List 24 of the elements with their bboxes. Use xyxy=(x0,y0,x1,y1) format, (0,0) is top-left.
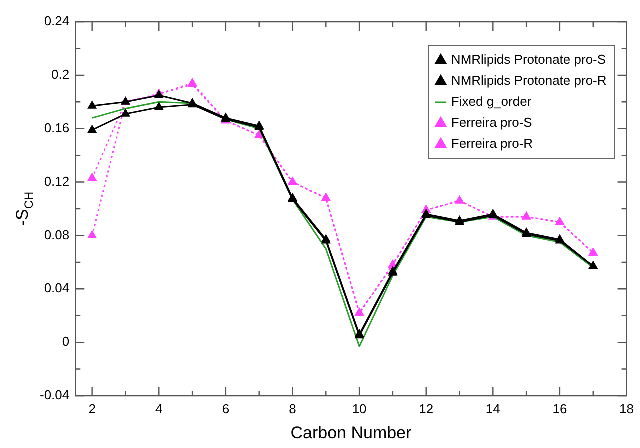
y-tick-label: 0.12 xyxy=(44,174,70,189)
x-tick-label: 4 xyxy=(156,401,163,416)
legend-label: Fixed g_order xyxy=(451,94,532,110)
y-tick-label: 0.08 xyxy=(44,227,70,242)
y-tick-label: 0.04 xyxy=(44,280,70,296)
x-tick-label: 12 xyxy=(419,401,434,416)
x-tick-label: 8 xyxy=(289,401,296,416)
x-tick-label: 2 xyxy=(88,401,96,416)
y-axis-title: -SCH xyxy=(13,192,36,226)
legend-label: Ferreira pro-R xyxy=(451,136,534,152)
x-tick-label: 18 xyxy=(620,401,634,416)
x-tick-label: 14 xyxy=(486,401,500,416)
y-tick-label: 0.2 xyxy=(52,67,70,82)
x-axis-title: Carbon Number xyxy=(290,423,412,442)
legend-label: NMRlipids Protonate pro-R xyxy=(451,73,607,88)
x-tick-label: 10 xyxy=(352,401,367,416)
y-tick-label: 0 xyxy=(62,334,70,350)
legend-label: Ferreira pro-S xyxy=(451,115,533,130)
x-tick-label: 16 xyxy=(552,401,568,416)
y-tick-label: 0.16 xyxy=(44,120,70,136)
y-tick-label: -0.04 xyxy=(40,388,70,403)
y-tick-label: 0.24 xyxy=(44,14,70,29)
legend-label: NMRlipids Protonate pro-S xyxy=(451,52,606,68)
x-tick-label: 6 xyxy=(222,401,230,416)
